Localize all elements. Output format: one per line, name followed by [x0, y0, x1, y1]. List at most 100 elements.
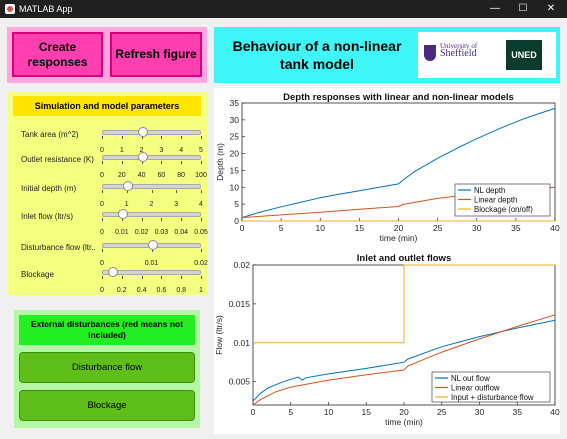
x-tick-label: 15	[355, 223, 365, 233]
slider-thumb[interactable]	[137, 152, 148, 162]
slider-tick-label: 3	[174, 201, 179, 208]
slider-tick-label: 0.02	[134, 229, 149, 236]
slider-label: Outlet resistance (K)	[21, 155, 94, 164]
slider-thumb[interactable]	[122, 181, 133, 191]
y-tick-label: 15	[230, 165, 240, 175]
create-responses-button[interactable]: Create responses	[12, 32, 103, 77]
slider-tick	[181, 218, 183, 221]
slider-tick-label: 20	[117, 172, 126, 179]
slider-tick-label: 0.8	[176, 287, 187, 294]
x-tick-label: 25	[433, 223, 443, 233]
slider-tick	[102, 249, 103, 252]
disturbance-flow-button[interactable]: Disturbance flow	[19, 352, 195, 383]
slider-tick	[201, 276, 202, 279]
chart-title: Inlet and outlet flows	[357, 253, 451, 264]
action-buttons-panel: Create responses Refresh figure	[7, 27, 207, 83]
legend-entry: NL depth	[474, 186, 505, 195]
charts-canvas: Depth responses with linear and non-line…	[214, 92, 560, 427]
slider-track[interactable]	[102, 130, 201, 135]
legend-entry: Linear outflow	[451, 384, 500, 393]
slider-tick	[151, 249, 153, 252]
slider-tick-label: 4	[199, 201, 203, 208]
slider-tick	[121, 276, 123, 279]
x-tick-label: 10	[324, 407, 334, 417]
close-button[interactable]: ✕	[546, 3, 556, 14]
slider-tick	[181, 136, 183, 139]
slider-tick-label: 0	[100, 260, 104, 267]
y-tick-label: 0.02	[233, 260, 250, 270]
legend-entry: Linear depth	[474, 196, 517, 205]
slider-tick-label: 5	[199, 147, 203, 154]
slider-track[interactable]	[102, 155, 201, 160]
slider-tick-label: 1	[199, 287, 203, 294]
slider-tick-label: 0	[100, 172, 104, 179]
x-tick-label: 15	[362, 407, 372, 417]
blockage-button[interactable]: Blockage	[19, 390, 195, 421]
slider-tick	[102, 276, 103, 279]
y-tick-label: 0	[234, 216, 239, 226]
sheffield-crest-icon	[424, 45, 436, 61]
x-axis-label: time (min)	[380, 233, 418, 243]
slider-tick	[141, 161, 143, 164]
parameter-slider[interactable]: 0 1 2 3 4	[100, 181, 205, 208]
slider-tick-label: 0.04	[174, 229, 188, 236]
slider-tick-label: 1	[124, 201, 129, 208]
slider-tick	[102, 190, 103, 193]
slider-tick-label: 0	[100, 147, 104, 154]
slider-ticks: 0 1 2 3 4 5	[100, 136, 203, 154]
parameter-slider[interactable]: 0 0.01 0.02	[100, 240, 208, 267]
slider-tick-label: 0	[100, 229, 104, 236]
x-tick-label: 20	[394, 223, 404, 233]
slider-tick-label: 4	[179, 147, 184, 154]
slider-tick	[102, 218, 103, 221]
slider-ticks: 0 0.01 0.02 0.03 0.04 0.05	[100, 218, 208, 236]
slider-tick-label: 3	[159, 147, 164, 154]
logos-area: University of Sheffield UNED	[418, 32, 556, 78]
slider-track[interactable]	[102, 270, 201, 275]
slider-label: Blockage	[21, 270, 54, 279]
slider-tick-label: 0.01	[114, 229, 129, 236]
y-tick-label: 20	[230, 149, 240, 159]
y-tick-label: 35	[230, 98, 240, 108]
page-title: Behaviour of a non-linear tank model	[232, 38, 402, 72]
chart-title: Depth responses with linear and non-line…	[283, 92, 514, 103]
slider-thumb[interactable]	[107, 267, 118, 277]
slider-tick-label: 100	[195, 172, 207, 179]
slider-tick	[201, 136, 202, 139]
slider-track[interactable]	[102, 212, 201, 217]
maximize-button[interactable]: ☐	[518, 3, 528, 14]
parameter-slider[interactable]: 0 1 2 3 4 5	[100, 127, 205, 154]
y-tick-label: 30	[230, 115, 240, 125]
y-tick-label: 25	[230, 132, 240, 142]
slider-tick	[201, 218, 202, 221]
slider-tick-label: 0.03	[154, 229, 169, 236]
slider-ticks: 0 1 2 3 4	[100, 190, 203, 208]
parameter-slider[interactable]: 0 0.2 0.4 0.6 0.8 1	[100, 267, 205, 294]
charts-panel: Depth responses with linear and non-line…	[214, 88, 560, 434]
slider-track[interactable]	[102, 184, 201, 189]
slider-thumb[interactable]	[117, 209, 128, 219]
series-line	[252, 314, 556, 406]
y-tick-label: 0.005	[229, 377, 251, 387]
y-axis-label: Depth (m)	[215, 143, 225, 181]
parameters-title: Simulation and model parameters	[13, 96, 201, 116]
slider-tick-label: 2	[149, 201, 154, 208]
x-tick-label: 25	[437, 407, 447, 417]
parameters-panel: Simulation and model parameters Tank are…	[7, 92, 208, 295]
legend-entry: Input + disturbance flow	[451, 393, 534, 402]
legend-entry: Blockage (on/off)	[474, 205, 533, 214]
minimize-button[interactable]: —	[490, 3, 500, 14]
slider-tick	[121, 161, 123, 164]
slider-ticks: 0 0.01 0.02	[100, 249, 208, 267]
slider-thumb[interactable]	[137, 127, 148, 137]
slider-tick-label: 60	[157, 172, 166, 179]
slider-tick-label: 2	[139, 147, 144, 154]
slider-ticks: 0 0.2 0.4 0.6 0.8 1	[100, 276, 203, 294]
slider-thumb[interactable]	[147, 240, 158, 250]
slider-tick	[201, 190, 202, 193]
slider-tick	[102, 161, 103, 164]
parameter-slider[interactable]: 0 20 40 60 80 100	[100, 152, 207, 179]
refresh-figure-button[interactable]: Refresh figure	[110, 32, 202, 77]
slider-tick-label: 0.01	[144, 260, 159, 267]
parameter-slider[interactable]: 0 0.01 0.02 0.03 0.04 0.05	[100, 209, 208, 236]
